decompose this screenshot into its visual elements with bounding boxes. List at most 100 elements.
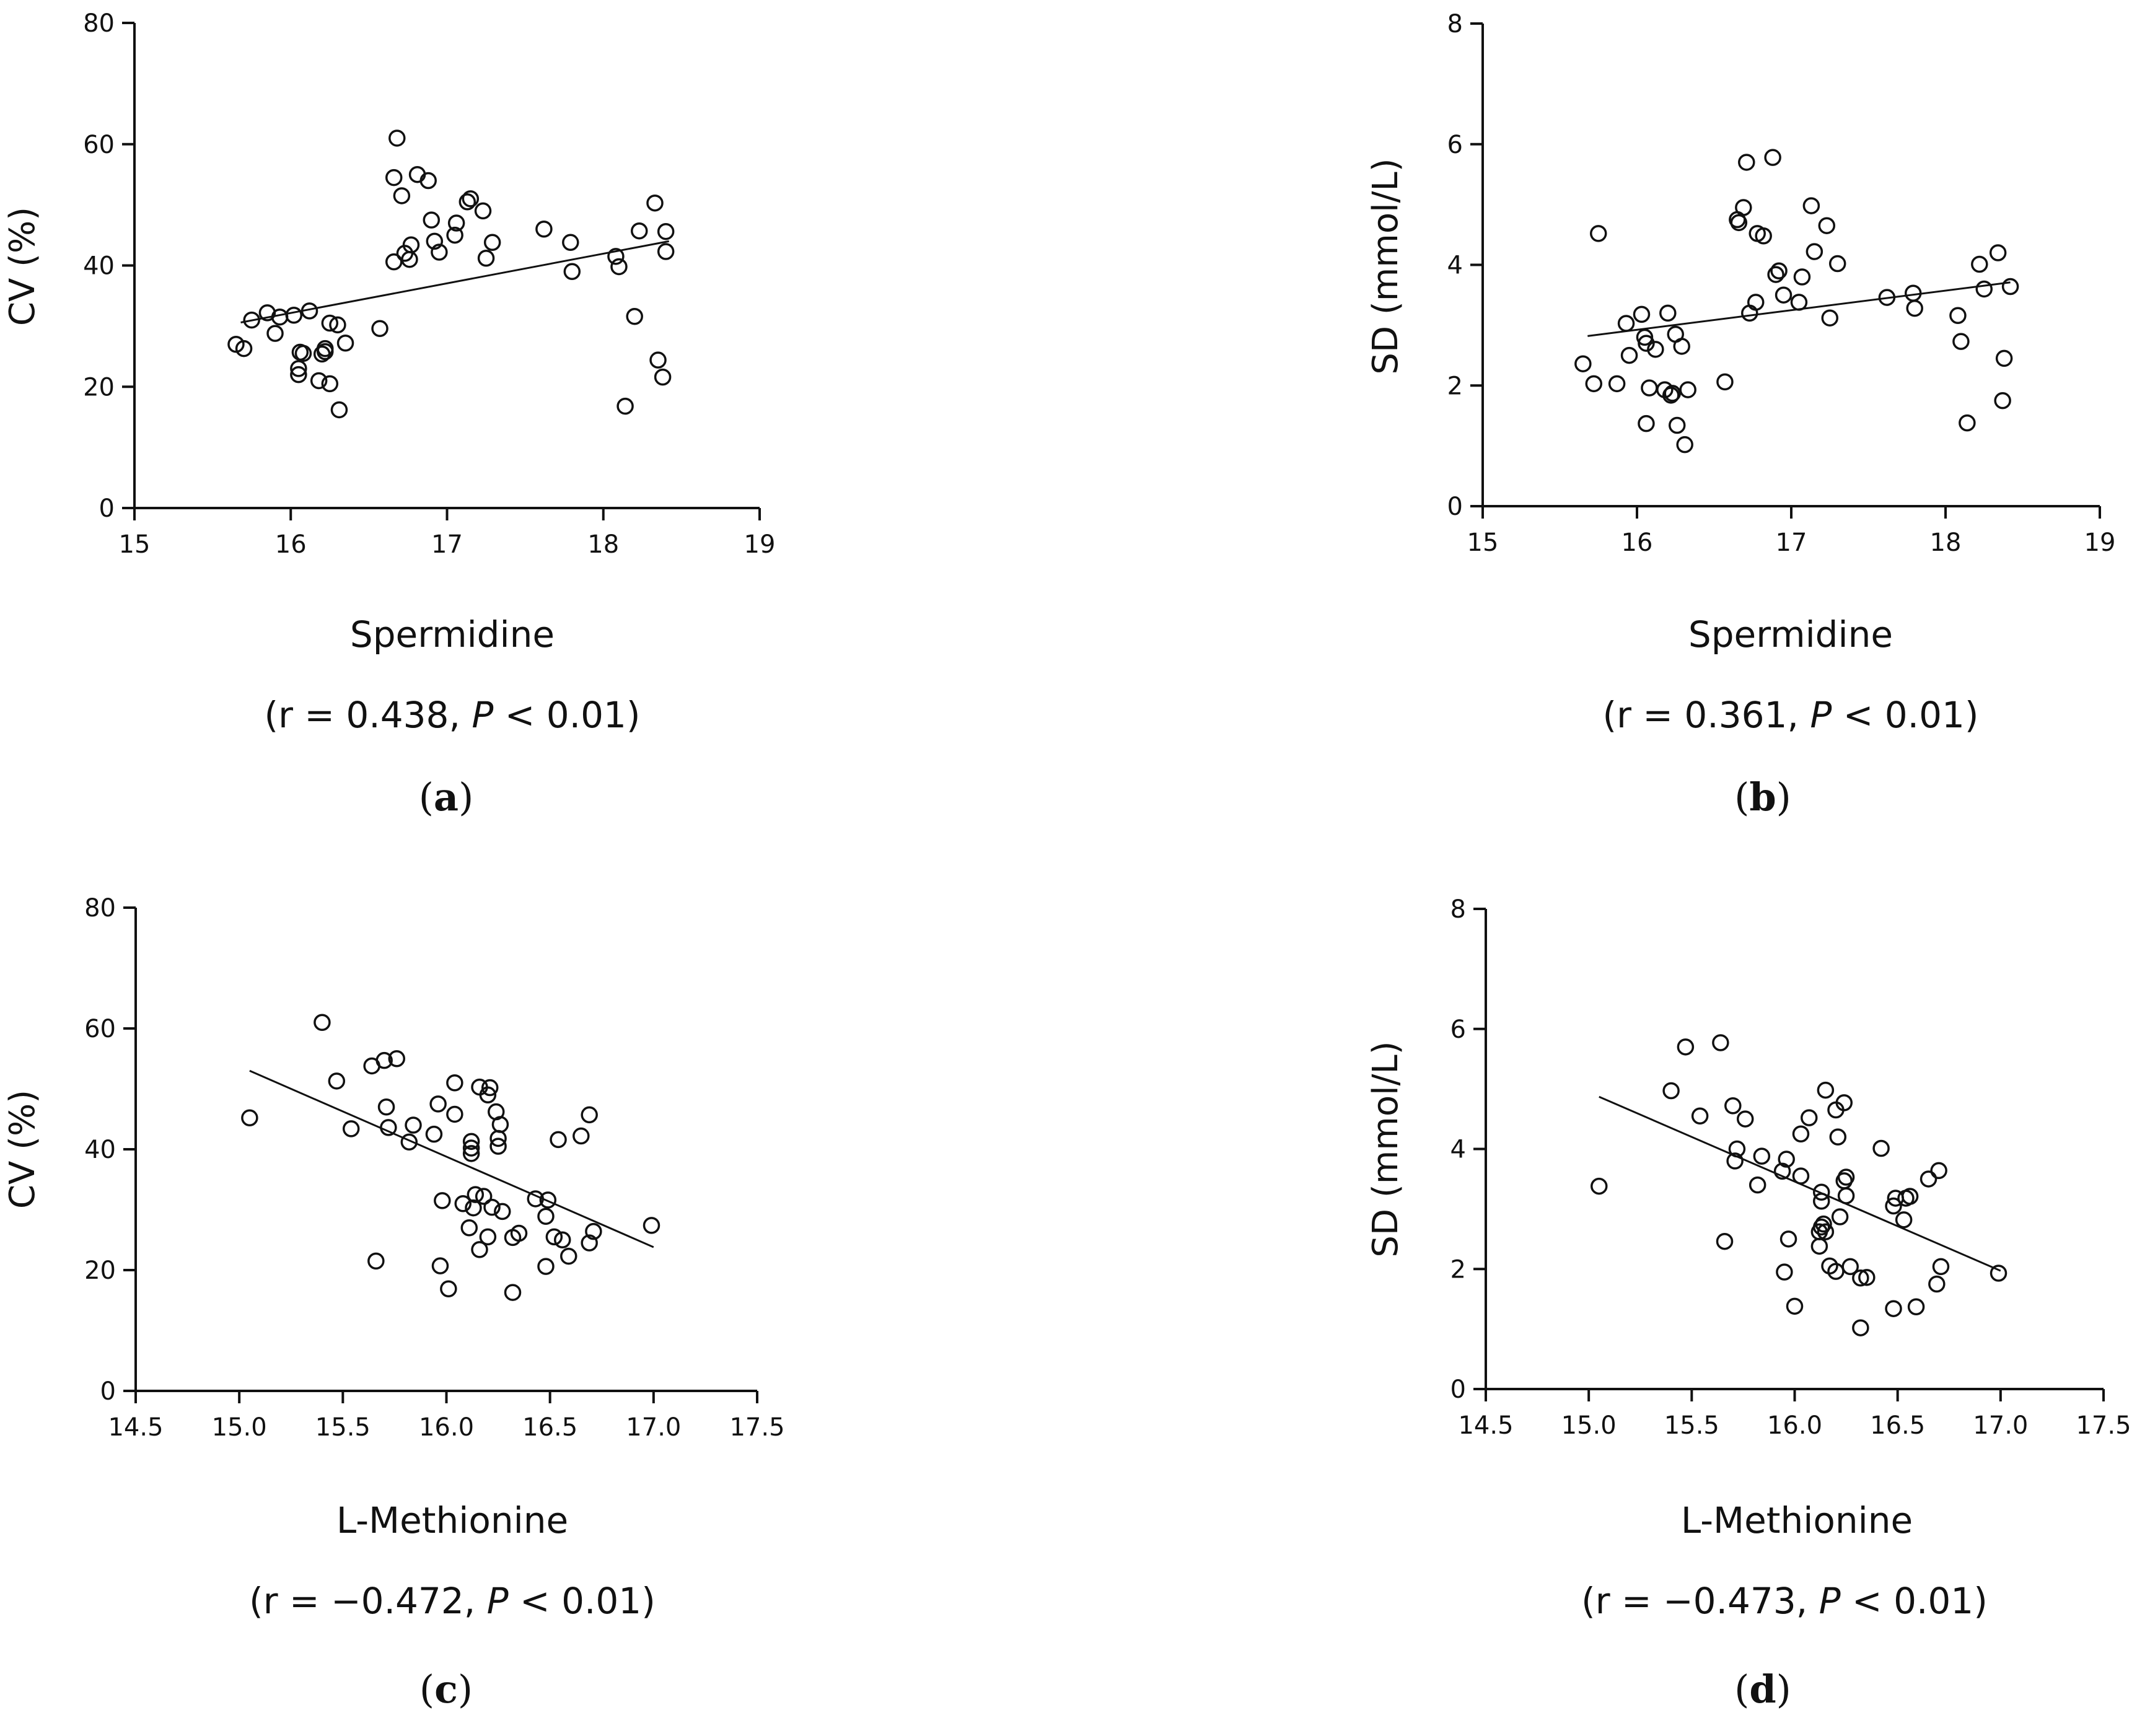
- data-point-c: [581, 1234, 598, 1252]
- data-point-b: [1647, 341, 1664, 358]
- data-point-d: [1801, 1109, 1818, 1126]
- y-tick-label-c: 80: [84, 894, 116, 923]
- data-point-b: [1790, 294, 1808, 311]
- x-tick-label-c: 16.5: [522, 1413, 577, 1442]
- data-point-d: [1773, 1162, 1791, 1180]
- data-point-d: [1907, 1298, 1925, 1316]
- data-point-d: [1779, 1230, 1797, 1248]
- data-point-b: [1975, 280, 1993, 298]
- data-point-b: [1995, 349, 2013, 367]
- panel-label-b: (b): [1734, 774, 1791, 820]
- data-point-c: [434, 1192, 451, 1209]
- data-point-b: [1673, 338, 1690, 355]
- data-point-c: [479, 1228, 497, 1246]
- x-tick-label-d: 14.5: [1458, 1411, 1513, 1440]
- stat-label-a: (r = 0.438, P < 0.01): [264, 694, 641, 736]
- data-point-d: [1662, 1082, 1680, 1100]
- data-point-c: [550, 1131, 567, 1149]
- data-point-d: [1786, 1297, 1804, 1315]
- data-point-a: [329, 316, 346, 334]
- scatter-chart-a: 15 16 17 18 19 0 20 40 60 80 CV (%): [2, 9, 775, 559]
- data-point-a: [321, 375, 339, 393]
- data-point-d: [1990, 1265, 2008, 1282]
- data-point-b: [1821, 309, 1838, 327]
- y-tick-label-b: 2: [1447, 372, 1463, 400]
- data-point-d: [1736, 1110, 1754, 1128]
- data-point-d: [1817, 1081, 1835, 1099]
- data-point-d: [1928, 1275, 1946, 1293]
- y-axis-label-a: CV (%): [2, 207, 43, 326]
- data-point-d: [1841, 1258, 1859, 1276]
- data-point-d: [1895, 1211, 1913, 1229]
- data-point-b: [1989, 244, 2007, 261]
- x-tick-label-c: 14.5: [108, 1413, 163, 1442]
- data-point-b: [1676, 436, 1693, 454]
- x-tick-label-c: 15.0: [212, 1413, 267, 1442]
- x-tick-label-a: 19: [744, 530, 776, 559]
- x-tick-label-c: 17.0: [626, 1413, 681, 1442]
- x-tick-label-b: 15: [1467, 528, 1499, 557]
- data-point-b: [1617, 315, 1635, 332]
- y-tick-label-b: 8: [1447, 10, 1463, 38]
- data-point-a: [243, 311, 260, 329]
- y-tick-label-d: 8: [1450, 895, 1466, 924]
- data-point-a: [426, 232, 444, 250]
- data-point-b: [1716, 373, 1734, 391]
- data-point-c: [585, 1222, 602, 1240]
- data-point-a: [462, 190, 480, 208]
- data-point-b: [1770, 262, 1788, 279]
- data-point-c: [241, 1109, 258, 1127]
- data-point-c: [400, 1133, 418, 1151]
- data-point-c: [462, 1133, 480, 1151]
- data-point-d: [1920, 1170, 1937, 1188]
- y-tick-label-c: 20: [84, 1256, 116, 1285]
- data-point-d: [1728, 1140, 1746, 1158]
- data-point-b: [1764, 149, 1781, 166]
- y-tick-label-a: 60: [83, 131, 115, 159]
- data-point-a: [563, 263, 581, 281]
- y-axis-label-c: CV (%): [2, 1090, 43, 1209]
- data-point-c: [342, 1120, 360, 1138]
- data-point-b: [1738, 154, 1755, 171]
- data-point-a: [431, 243, 448, 261]
- y-tick-label-b: 6: [1447, 131, 1463, 159]
- x-tick-label-d: 16.0: [1767, 1411, 1822, 1440]
- data-point-b: [1735, 199, 1752, 216]
- data-point-d: [1858, 1269, 1876, 1286]
- data-point-b: [2001, 278, 2019, 296]
- data-point-d: [1837, 1187, 1855, 1204]
- y-tick-label-a: 80: [83, 9, 115, 38]
- data-point-d: [1792, 1125, 1810, 1143]
- data-point-d: [1776, 1263, 1793, 1281]
- stat-label-b: (r = 0.361, P < 0.01): [1602, 694, 1979, 736]
- data-point-a: [657, 222, 675, 240]
- x-tick-label-a: 16: [275, 530, 307, 559]
- data-point-b: [1959, 414, 1976, 432]
- data-point-c: [446, 1105, 463, 1123]
- data-point-c: [581, 1106, 598, 1124]
- data-point-a: [657, 243, 675, 260]
- data-point-b: [1664, 385, 1682, 402]
- data-point-a: [316, 340, 334, 357]
- data-point-a: [607, 248, 625, 265]
- x-tick-label-b: 16: [1621, 528, 1653, 557]
- data-point-b: [1949, 307, 1967, 325]
- x-tick-label-d: 17.5: [2076, 1411, 2131, 1440]
- x-tick-label-c: 15.5: [315, 1413, 371, 1442]
- data-point-d: [1812, 1218, 1830, 1236]
- x-tick-label-a: 15: [119, 530, 151, 559]
- data-point-b: [1952, 333, 1970, 350]
- data-point-b: [1638, 335, 1655, 352]
- y-tick-label-c: 0: [100, 1377, 116, 1406]
- data-point-a: [266, 325, 284, 342]
- data-point-d: [1591, 1177, 1608, 1195]
- data-point-a: [474, 202, 492, 220]
- data-point-d: [1835, 1094, 1853, 1111]
- data-point-b: [1638, 414, 1655, 432]
- data-point-d: [1815, 1215, 1832, 1233]
- y-tick-label-d: 4: [1450, 1136, 1466, 1164]
- data-point-c: [479, 1086, 497, 1103]
- y-tick-label-d: 2: [1450, 1255, 1466, 1284]
- panel-label-d: (d): [1734, 1667, 1791, 1712]
- data-point-a: [385, 253, 403, 271]
